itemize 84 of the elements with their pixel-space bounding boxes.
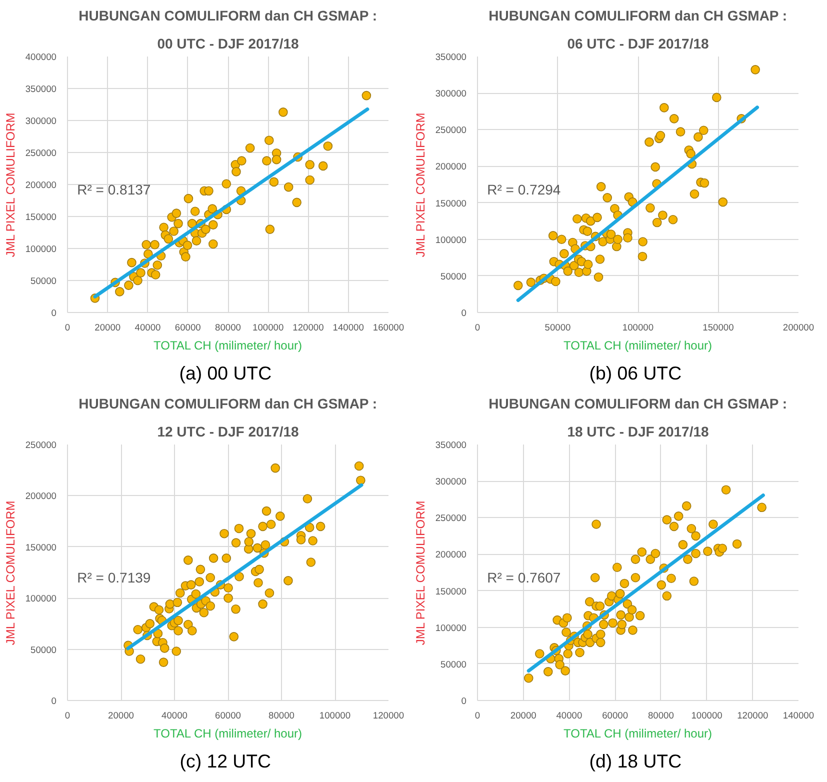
y-tick-label: 350000	[25, 84, 57, 94]
text: (b) 06 UTC	[589, 362, 682, 384]
y-tick-label: 50000	[30, 644, 57, 655]
x-tick-label: 0	[474, 710, 480, 720]
y-tick-label: 400000	[25, 52, 57, 62]
chart-subtitle: 12 UTC - DJF 2017/18	[157, 424, 300, 440]
x-tick-label: 120000	[292, 322, 324, 332]
y-tick-label: 150000	[25, 542, 57, 552]
x-tick-label: 0	[64, 710, 70, 720]
x-axis-title: TOTAL CH (milimeter/ hour)	[564, 338, 712, 352]
chart-subtitle: 00 UTC - DJF 2017/18	[157, 36, 300, 52]
y-tick-label: 250000	[435, 125, 467, 136]
y-tick-label: 150000	[25, 212, 57, 222]
annotation: R² = 0.7139	[77, 569, 151, 586]
y-tick-label: 200000	[435, 162, 467, 172]
x-tick-label: 60000	[174, 322, 201, 332]
x-tick-label: 100000	[252, 322, 284, 332]
x-tick-label: 40000	[162, 710, 188, 720]
x-tick-label: 150000	[702, 322, 734, 332]
x-tick-label: 120000	[372, 710, 404, 720]
y-tick-label: 250000	[25, 148, 57, 158]
x-tick-label: 20000	[510, 710, 536, 720]
x-tick-label: 100000	[319, 710, 351, 720]
y-axis-title: JML PIXEL COMULIFORM	[3, 112, 18, 258]
x-tick-label: 60000	[215, 710, 241, 720]
y-tick-label: 300000	[435, 476, 467, 487]
y-tick-label: 350000	[435, 440, 467, 450]
chart-title: HUBUNGAN COMULIFORM dan CH GSMAP :	[78, 396, 378, 412]
y-tick-label: 100000	[435, 234, 467, 245]
x-tick-label: 100000	[622, 322, 654, 332]
y-tick-label: 0	[461, 308, 467, 318]
chart-title: HUBUNGAN COMULIFORM dan CH GSMAP :	[488, 396, 788, 412]
annotation: R² = 0.7607	[487, 569, 561, 586]
x-tick-label: 100000	[691, 710, 722, 720]
y-axis-title: JML PIXEL COMULIFORM	[413, 112, 428, 258]
x-tick-label: 80000	[648, 710, 674, 720]
y-tick-label: 250000	[25, 440, 57, 450]
x-tick-label: 50000	[544, 322, 571, 332]
y-tick-label: 350000	[435, 52, 467, 62]
x-axis-title: TOTAL CH (milimeter/ hour)	[564, 726, 712, 740]
y-tick-label: 50000	[440, 659, 467, 670]
x-tick-label: 80000	[215, 322, 241, 332]
y-tick-label: 200000	[435, 550, 467, 560]
y-tick-label: 100000	[25, 244, 57, 254]
x-axis-title: TOTAL CH (milimeter/ hour)	[154, 338, 302, 352]
x-tick-label: 120000	[737, 710, 768, 720]
y-tick-label: 200000	[25, 491, 57, 502]
x-tick-label: 40000	[134, 322, 161, 332]
chart-subtitle: 06 UTC - DJF 2017/18	[567, 36, 710, 52]
x-axis-title: TOTAL CH (milimeter/ hour)	[154, 726, 302, 740]
chart-subtitle: 18 UTC - DJF 2017/18	[567, 424, 710, 440]
x-tick-label: 20000	[108, 710, 134, 720]
y-tick-label: 150000	[435, 198, 467, 208]
x-tick-label: 200000	[782, 322, 814, 332]
x-tick-label: 140000	[782, 710, 814, 720]
x-tick-label: 80000	[268, 710, 294, 720]
chart-title: HUBUNGAN COMULIFORM dan CH GSMAP :	[488, 8, 788, 24]
x-tick-label: 60000	[602, 710, 628, 720]
y-tick-label: 300000	[25, 116, 57, 126]
y-tick-label: 300000	[435, 88, 467, 99]
y-tick-label: 50000	[440, 271, 467, 282]
text: (c) 12 UTC	[180, 750, 272, 772]
y-tick-label: 0	[51, 696, 57, 706]
y-tick-label: 250000	[435, 513, 467, 524]
chart-title: HUBUNGAN COMULIFORM dan CH GSMAP :	[78, 8, 378, 24]
y-tick-label: 150000	[435, 586, 467, 596]
x-tick-label: 140000	[332, 322, 364, 332]
x-tick-label: 20000	[94, 322, 121, 332]
y-axis-title: JML PIXEL COMULIFORM	[3, 500, 18, 646]
x-tick-label: 40000	[556, 710, 582, 720]
y-tick-label: 50000	[30, 276, 57, 286]
y-tick-label: 0	[51, 308, 57, 318]
annotation: R² = 0.7294	[487, 181, 561, 198]
y-tick-label: 200000	[25, 180, 57, 190]
y-tick-label: 100000	[25, 594, 57, 604]
x-tick-label: 160000	[372, 322, 404, 332]
annotation: R² = 0.8137	[77, 181, 151, 198]
y-tick-label: 100000	[435, 622, 467, 633]
x-tick-label: 0	[474, 322, 480, 332]
text: (a) 00 UTC	[179, 362, 272, 384]
y-axis-title: JML PIXEL COMULIFORM	[413, 500, 428, 646]
text: (d) 18 UTC	[589, 750, 682, 772]
y-tick-label: 0	[461, 696, 467, 706]
x-tick-label: 0	[64, 322, 70, 332]
